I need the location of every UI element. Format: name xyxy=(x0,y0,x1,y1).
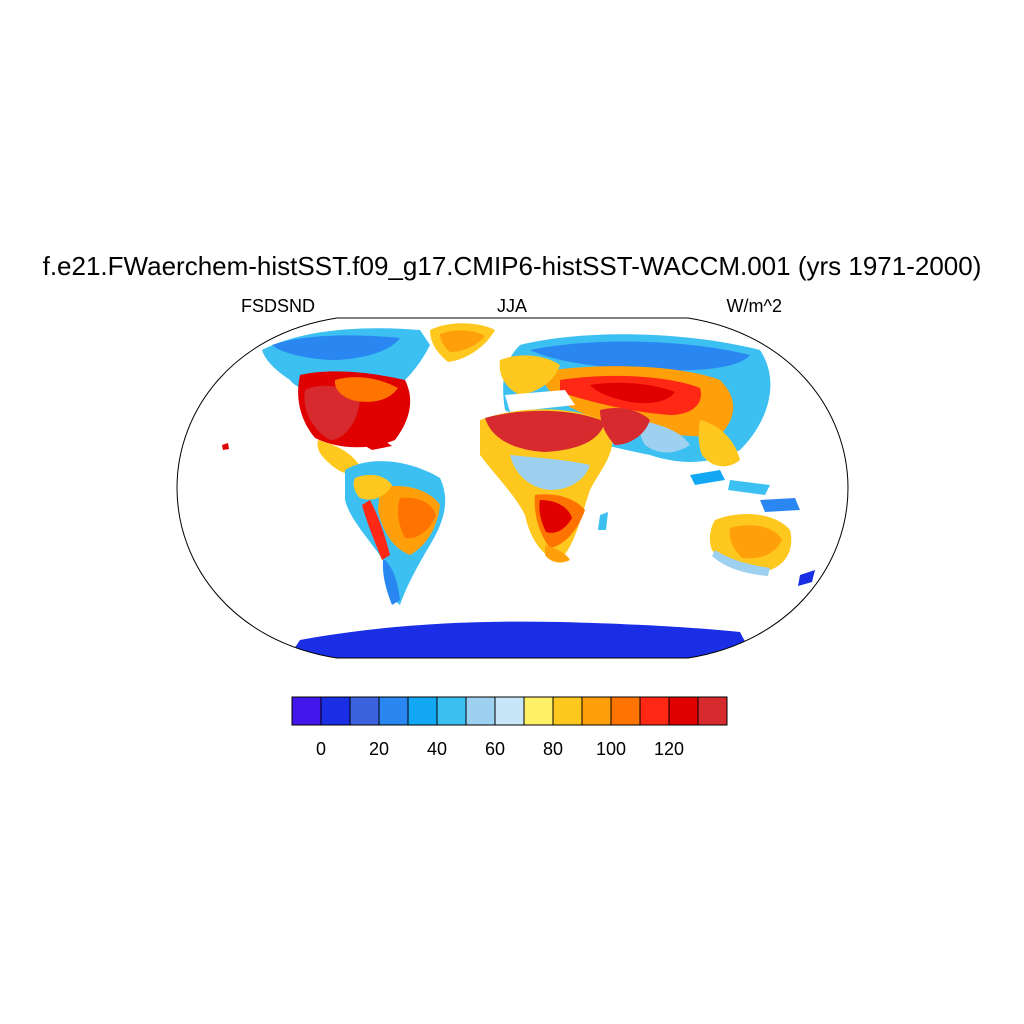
season-label: JJA xyxy=(497,296,527,316)
colorbar-tick-label: 20 xyxy=(369,739,389,759)
arabian-peninsula xyxy=(600,408,650,445)
hawaii xyxy=(222,443,229,450)
colorbar-tick-label: 60 xyxy=(485,739,505,759)
map-panel xyxy=(177,318,848,658)
north-america xyxy=(262,328,430,474)
colorbar-swatch xyxy=(639,696,670,726)
madagascar xyxy=(598,512,608,530)
colorbar-swatch xyxy=(378,696,409,726)
colorbar-swatch xyxy=(320,696,351,726)
colorbar xyxy=(291,696,728,726)
map-boundary xyxy=(176,317,849,659)
units-label: W/m^2 xyxy=(727,296,782,316)
figure-title: f.e21.FWaerchem-histSST.f09_g17.CMIP6-hi… xyxy=(43,251,982,281)
colorbar-swatch xyxy=(552,696,583,726)
colorbar-swatch xyxy=(494,696,525,726)
south-america xyxy=(345,461,446,605)
colorbar-tick-label: 0 xyxy=(316,739,326,759)
colorbar-tick-label: 100 xyxy=(596,739,626,759)
colorbar-swatch xyxy=(610,696,641,726)
colorbar-swatch xyxy=(581,696,612,726)
colorbar-swatch xyxy=(436,696,467,726)
colorbar-swatch xyxy=(523,696,554,726)
colorbar-tick-label: 120 xyxy=(654,739,684,759)
australia xyxy=(709,514,792,576)
colorbar-tick-label: 80 xyxy=(543,739,563,759)
colorbar-swatch xyxy=(668,696,699,726)
africa xyxy=(480,409,613,563)
colorbar-swatch xyxy=(407,696,438,726)
colorbar-swatch xyxy=(697,696,728,726)
colorbar-swatch xyxy=(349,696,380,726)
caribbean-islands xyxy=(355,438,392,450)
colorbar-swatch xyxy=(291,696,322,726)
colorbar-swatch xyxy=(465,696,496,726)
variable-label: FSDSND xyxy=(241,296,315,316)
southeast-asia xyxy=(690,470,800,512)
colorbar-labels: 0 20 40 60 80 100 120 xyxy=(316,739,684,759)
new-zealand xyxy=(798,570,815,586)
europe xyxy=(499,355,560,395)
colorbar-tick-label: 40 xyxy=(427,739,447,759)
